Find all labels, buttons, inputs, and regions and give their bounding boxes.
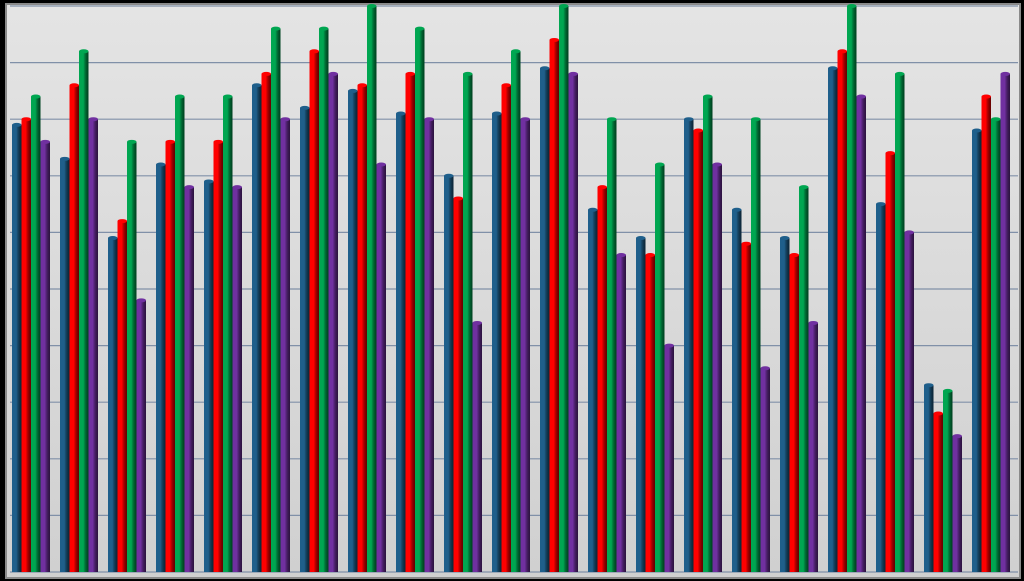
chart bbox=[5, 3, 1021, 579]
